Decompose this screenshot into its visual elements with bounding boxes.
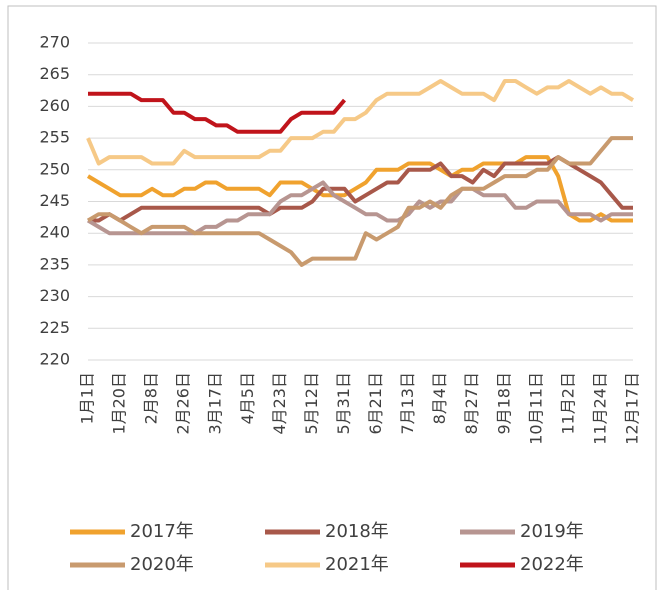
y-tick-label: 255 — [39, 128, 70, 147]
legend-label: 2018年 — [325, 521, 389, 542]
x-tick-label: 11月2日 — [558, 372, 577, 435]
y-tick-label: 235 — [39, 254, 70, 273]
legend-label: 2020年 — [130, 554, 194, 575]
x-tick-label: 8月27日 — [462, 372, 481, 435]
series-line — [88, 91, 347, 134]
x-tick-label: 12月17日 — [623, 372, 642, 445]
legend-label: 2022年 — [520, 554, 584, 575]
x-tick-label: 4月5日 — [238, 372, 257, 424]
y-tick-label: 270 — [39, 33, 70, 52]
series-line — [86, 155, 633, 223]
y-tick-label: 230 — [39, 286, 70, 305]
x-tick-label: 4月23日 — [270, 372, 289, 435]
x-tick-label: 5月12日 — [302, 372, 321, 435]
legend-label: 2021年 — [325, 554, 389, 575]
series-line — [86, 180, 633, 236]
x-tick-label: 10月11日 — [526, 372, 545, 445]
y-tick-label: 260 — [39, 96, 70, 115]
y-tick-label: 220 — [39, 350, 70, 369]
x-tick-label: 3月17日 — [206, 372, 225, 435]
x-tick-label: 7月13日 — [398, 372, 417, 435]
series-line — [88, 155, 633, 223]
y-tick-label: 265 — [39, 64, 70, 83]
x-tick-label: 1月1日 — [78, 372, 97, 424]
x-tick-label: 5月31日 — [334, 372, 353, 435]
x-tick-label: 8月4日 — [430, 372, 449, 424]
chart-frame — [7, 5, 657, 594]
x-tick-label: 6月21日 — [366, 372, 385, 435]
x-tick-label: 11月24日 — [590, 372, 609, 445]
y-tick-label: 245 — [39, 191, 70, 210]
y-tick-label: 225 — [39, 318, 70, 337]
legend-label: 2017年 — [130, 521, 194, 542]
series-line — [86, 79, 635, 166]
y-tick-label: 250 — [39, 159, 70, 178]
series-line — [86, 136, 633, 267]
x-tick-label: 2月26日 — [174, 372, 193, 435]
y-tick-label: 240 — [39, 223, 70, 242]
x-tick-label: 2月8日 — [142, 372, 161, 424]
x-tick-label: 1月20日 — [110, 372, 129, 435]
x-tick-label: 9月18日 — [494, 372, 513, 435]
legend-label: 2019年 — [520, 521, 584, 542]
